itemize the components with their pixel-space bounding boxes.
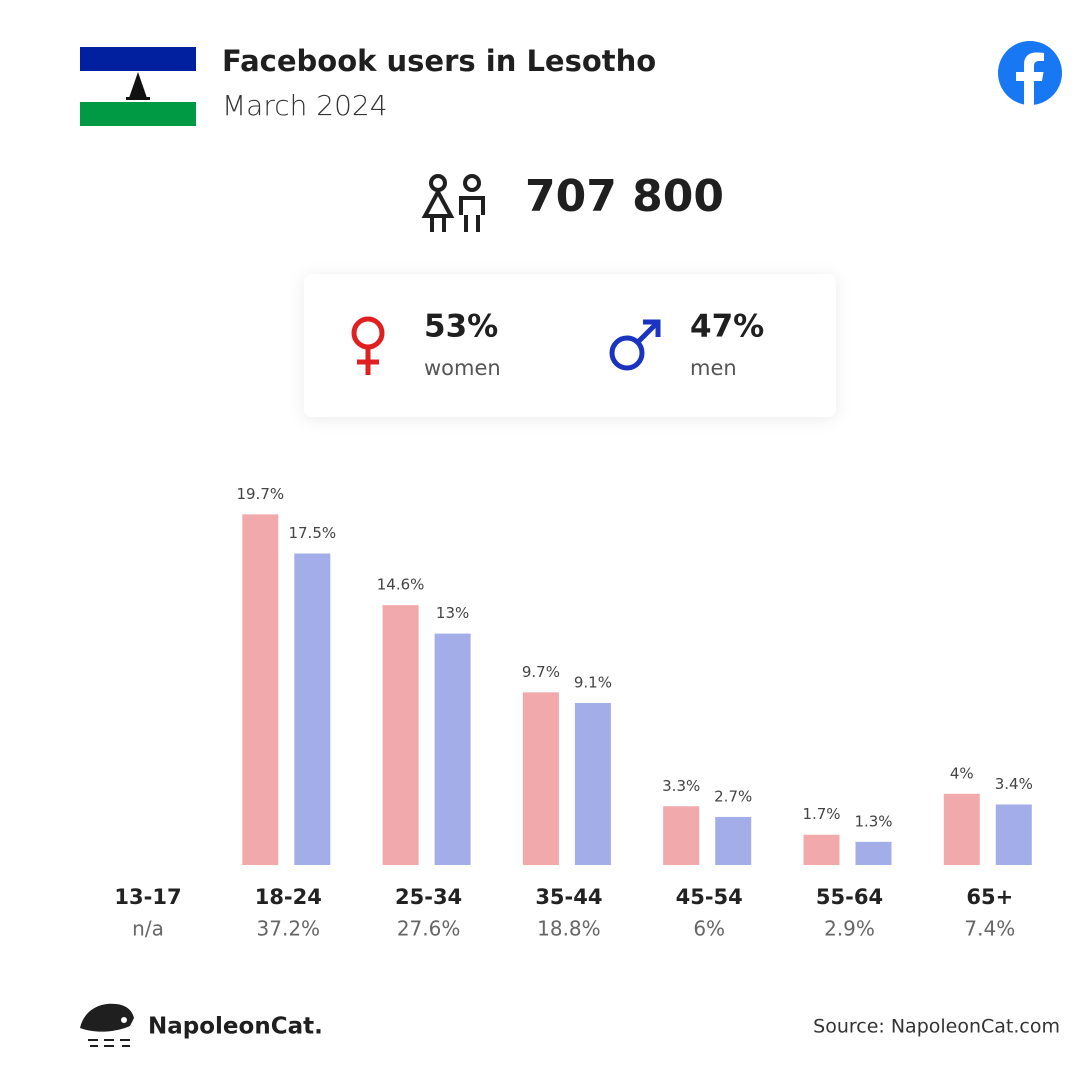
flag: [80, 47, 196, 126]
value-label: 1.7%: [802, 805, 840, 823]
category-total: 37.2%: [257, 917, 321, 941]
category-total: 2.9%: [824, 917, 875, 941]
category-label: 45-54: [676, 885, 743, 909]
value-label: 3.3%: [662, 777, 700, 795]
value-label: 1.3%: [854, 812, 892, 830]
category-total: 18.8%: [537, 917, 601, 941]
bar: [434, 633, 471, 865]
category-label: 55-64: [816, 885, 883, 909]
people-icon: [421, 174, 485, 232]
value-label: 4%: [950, 764, 974, 782]
bar: [574, 703, 611, 865]
women-share: 53%: [424, 309, 498, 345]
value-label: 17.5%: [288, 524, 336, 542]
value-label: 14.6%: [377, 576, 425, 594]
bar: [382, 605, 419, 865]
brand: NapoleonCat.: [148, 1014, 323, 1040]
facebook-logo: [998, 41, 1062, 105]
category-total: 27.6%: [397, 917, 461, 941]
title: Facebook users in Lesotho: [222, 44, 656, 78]
gender-card: [304, 274, 836, 417]
men-label: men: [690, 356, 737, 380]
napoleoncat-logo: [80, 1003, 134, 1047]
bar: [943, 793, 980, 865]
category-label: 65+: [966, 885, 1013, 909]
bar: [715, 816, 752, 865]
women-label: women: [424, 356, 501, 380]
total-users: 707 800: [525, 171, 724, 222]
bar: [803, 834, 840, 865]
male-icon: [609, 319, 661, 371]
bar-chart: 13-17 n/a 18-24 37.2% 19.7% 17.5% 25-34 27.6% 14…: [114, 485, 1032, 941]
bar: [995, 804, 1032, 865]
category-total: n/a: [132, 917, 164, 941]
category-label: 35-44: [535, 885, 602, 909]
category-label: 25-34: [395, 885, 462, 909]
men-share: 47%: [690, 309, 764, 345]
bar: [242, 514, 279, 865]
category-label: 18-24: [255, 885, 322, 909]
source: Source: NapoleonCat.com: [813, 1016, 1060, 1038]
bar: [522, 692, 559, 865]
value-label: 3.4%: [995, 775, 1033, 793]
value-label: 9.7%: [522, 663, 560, 681]
value-label: 19.7%: [236, 485, 284, 503]
value-label: 9.1%: [574, 674, 612, 692]
category-total: 6%: [693, 917, 725, 941]
value-label: 2.7%: [714, 787, 752, 805]
category-label: 13-17: [114, 885, 181, 909]
bar: [663, 806, 700, 865]
category-total: 7.4%: [964, 917, 1015, 941]
subtitle: March 2024: [222, 89, 388, 122]
value-label: 13%: [436, 604, 469, 622]
bar: [855, 841, 892, 865]
female-icon: [351, 316, 385, 375]
bar: [294, 553, 331, 865]
